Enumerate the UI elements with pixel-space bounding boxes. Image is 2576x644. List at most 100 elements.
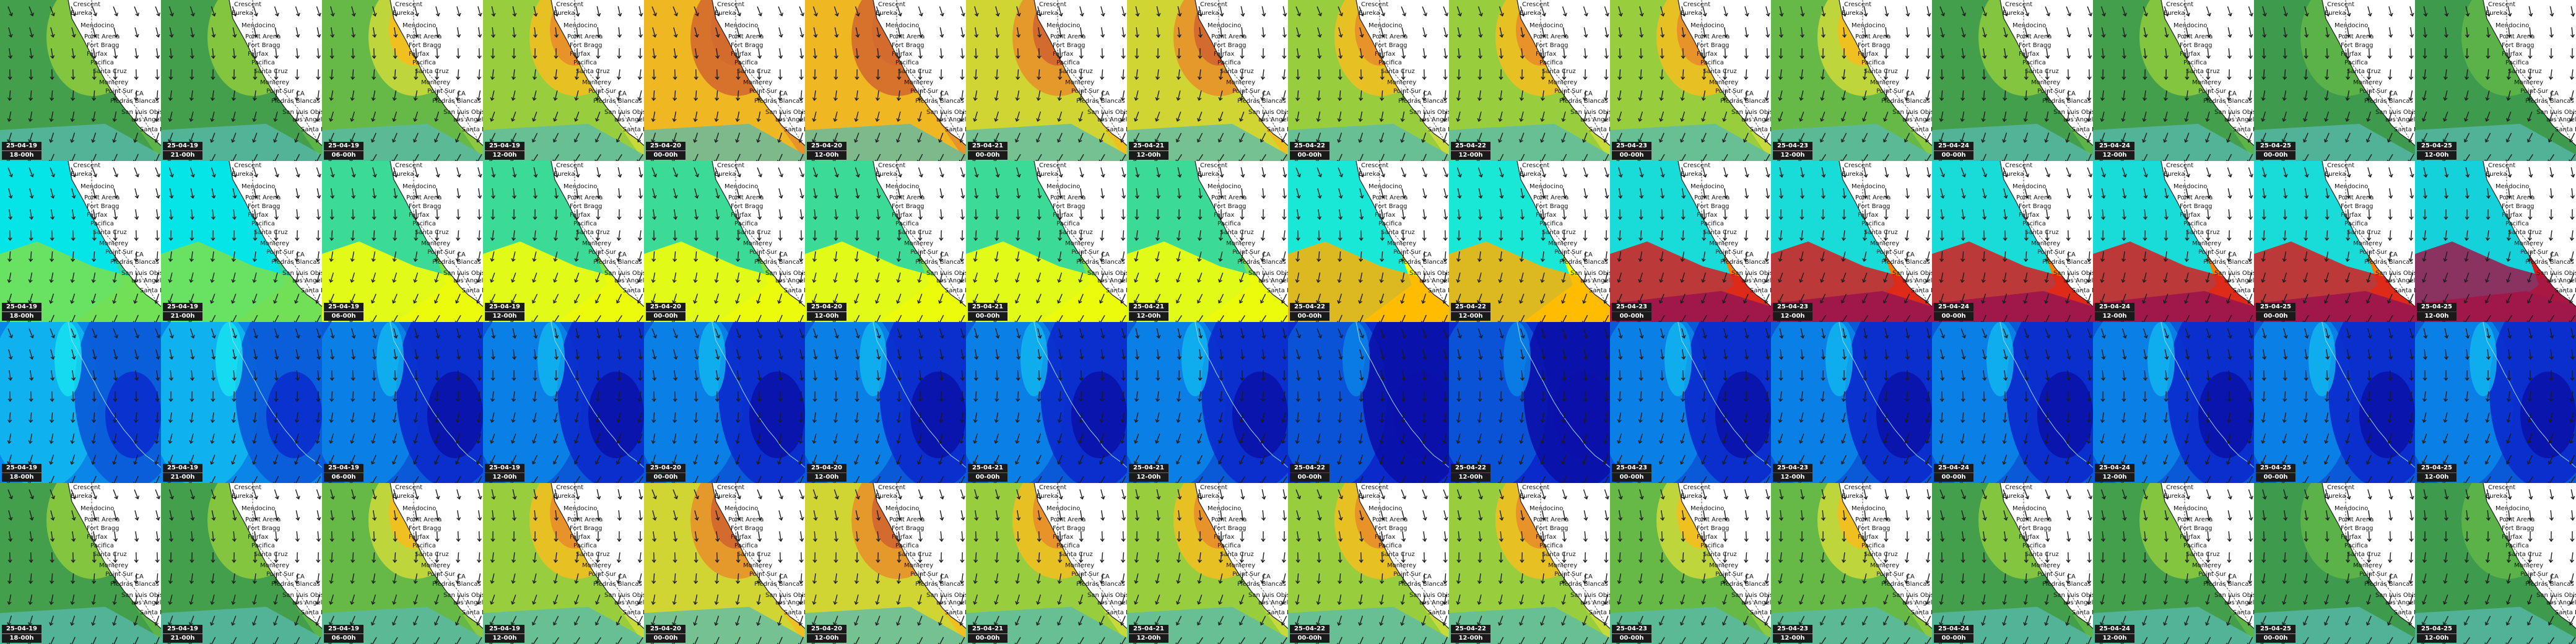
direction-arrow: [28, 230, 33, 242]
arrow-head: [1841, 76, 1846, 80]
arrow-shaft: [1121, 90, 1125, 100]
arrow-head: [1700, 139, 1705, 143]
arrow-head: [1765, 34, 1770, 38]
forecast-frame-wind[interactable]: Crescent Eureka Mendocino Point Arena Fort B…: [2093, 0, 2254, 161]
arrow-shaft: [1982, 27, 1986, 37]
arrow-head: [490, 34, 496, 38]
arrow-head: [2484, 139, 2489, 143]
arrow-head: [273, 258, 278, 263]
direction-arrow: [2261, 69, 2266, 80]
coastline: [550, 0, 644, 146]
forecast-frame-wind[interactable]: Crescent Eureka Mendocino Point Arena Fort B…: [1610, 0, 1771, 161]
arrow-head: [616, 237, 621, 242]
arrow-shaft: [2423, 90, 2427, 100]
arrow-head: [1401, 97, 1406, 102]
direction-arrow: [1799, 90, 1804, 101]
arrow-head: [777, 118, 782, 122]
direction-arrow: [960, 188, 965, 199]
direction-arrow: [231, 90, 236, 102]
direction-arrow: [92, 48, 97, 59]
arrow-shaft: [1962, 48, 1964, 59]
arrow-head: [1360, 12, 1364, 17]
arrow-shaft: [2164, 6, 2169, 16]
arrow-shaft: [393, 90, 397, 100]
arrow-head: [1925, 76, 1930, 80]
direction-arrow: [554, 188, 559, 199]
arrow-head: [1338, 76, 1342, 80]
arrow-shaft: [1926, 6, 1930, 16]
arrow-head: [1443, 33, 1448, 38]
place-label: Santa Barbara: [1750, 126, 1771, 133]
direction-arrow: [274, 230, 279, 242]
forecast-frame-wind[interactable]: Crescent Eureka Mendocino Point Arena Fort B…: [1771, 0, 1932, 161]
forecast-frame-wind[interactable]: Crescent Eureka Mendocino Point Arena Fort B…: [322, 0, 483, 161]
forecast-frame-period[interactable]: Crescent Eureka Mendocino Point Arena Fort B…: [0, 161, 161, 322]
forecast-frame-wind[interactable]: Crescent Eureka Mendocino Point Arena Fort B…: [1127, 0, 1288, 161]
arrow-head: [2247, 139, 2252, 143]
arrow-shaft: [801, 230, 802, 241]
forecast-frame-period[interactable]: Crescent Eureka Mendocino Point Arena Fort B…: [322, 161, 483, 322]
direction-arrow: [1155, 111, 1160, 122]
forecast-frame-period[interactable]: Crescent Eureka Mendocino Point Arena Fort B…: [644, 161, 805, 322]
place-label: Monterey: [904, 79, 933, 86]
forecast-frame-wind[interactable]: Crescent Eureka Mendocino Point Arena Fort B…: [483, 0, 644, 161]
forecast-frame-wind[interactable]: Crescent Eureka Mendocino Point Arena Fort B…: [644, 0, 805, 161]
forecast-frame-period[interactable]: Crescent Eureka Mendocino Point Arena Fort B…: [805, 161, 966, 322]
forecast-frame-wind[interactable]: Crescent Eureka Mendocino Point Arena Fort B…: [2415, 0, 2576, 161]
state-border: [91, 0, 157, 141]
forecast-frame-period[interactable]: Crescent Eureka Mendocino Point Arena Fort B…: [966, 161, 1127, 322]
arrow-head: [50, 97, 54, 102]
arrow-shaft: [72, 48, 74, 59]
arrow-head: [391, 139, 396, 143]
direction-arrow: [2387, 154, 2393, 161]
arrow-shaft: [2346, 111, 2351, 121]
forecast-frame-wind[interactable]: Crescent Eureka Mendocino Point Arena Fort B…: [1449, 0, 1610, 161]
arrow-shaft: [331, 230, 333, 241]
arrow-shaft: [274, 188, 278, 198]
arrow-shaft: [2443, 133, 2449, 142]
arrow-shaft: [1016, 6, 1020, 16]
forecast-frame-wind[interactable]: Crescent Eureka Mendocino Point Arena Fort B…: [1288, 0, 1449, 161]
arrow-head: [799, 237, 804, 242]
arrow-head: [134, 33, 139, 38]
direction-arrow: [939, 48, 944, 59]
direction-arrow: [2206, 48, 2211, 59]
direction-arrow: [316, 69, 321, 80]
direction-arrow: [833, 167, 839, 178]
arrow-head: [994, 237, 999, 242]
arrow-shaft: [210, 315, 216, 322]
arrow-head: [511, 237, 516, 242]
arrow-head: [135, 12, 139, 17]
direction-arrow: [533, 167, 538, 178]
arrow-head: [778, 55, 783, 59]
forecast-frame-wind[interactable]: Crescent Eureka Mendocino Point Arena Fort B…: [1932, 0, 2093, 161]
forecast-frame-wind[interactable]: Crescent Eureka Mendocino Point Arena Fort B…: [161, 0, 322, 161]
arrow-head: [616, 97, 621, 101]
arrow-shaft: [50, 6, 54, 16]
direction-arrow: [2227, 27, 2232, 38]
arrow-head: [112, 139, 117, 143]
arrow-head: [1456, 97, 1461, 102]
arrow-head: [50, 33, 55, 38]
direction-arrow: [1421, 111, 1426, 122]
place-label: Santa Cruz: [1703, 68, 1737, 75]
arrow-shaft: [114, 48, 116, 59]
arrow-shaft: [1017, 209, 1019, 220]
forecast-frame-period[interactable]: Crescent Eureka Mendocino Point Arena Fort B…: [483, 161, 644, 322]
arrow-head: [855, 194, 860, 199]
forecast-frame-wind[interactable]: Crescent Eureka Mendocino Point Arena Fort B…: [2254, 0, 2415, 161]
arrow-shaft: [436, 209, 438, 220]
forecast-frame-wind[interactable]: Crescent Eureka Mendocino Point Arena Fort B…: [0, 0, 161, 161]
arrow-shaft: [2045, 6, 2050, 16]
forecast-frame-wind[interactable]: Crescent Eureka Mendocino Point Arena Fort B…: [966, 0, 1127, 161]
arrow-shaft: [1178, 69, 1180, 80]
forecast-frame-wind[interactable]: Crescent Eureka Mendocino Point Arena Fort B…: [805, 0, 966, 161]
direction-arrow: [833, 111, 838, 122]
forecast-frame-period[interactable]: Crescent Eureka Mendocino Point Arena Fort B…: [161, 161, 322, 322]
arrow-shaft: [1618, 90, 1622, 100]
arrow-head: [233, 12, 237, 17]
direction-arrow: [715, 167, 720, 178]
arrow-head: [70, 300, 75, 304]
arrow-shaft: [134, 154, 139, 161]
